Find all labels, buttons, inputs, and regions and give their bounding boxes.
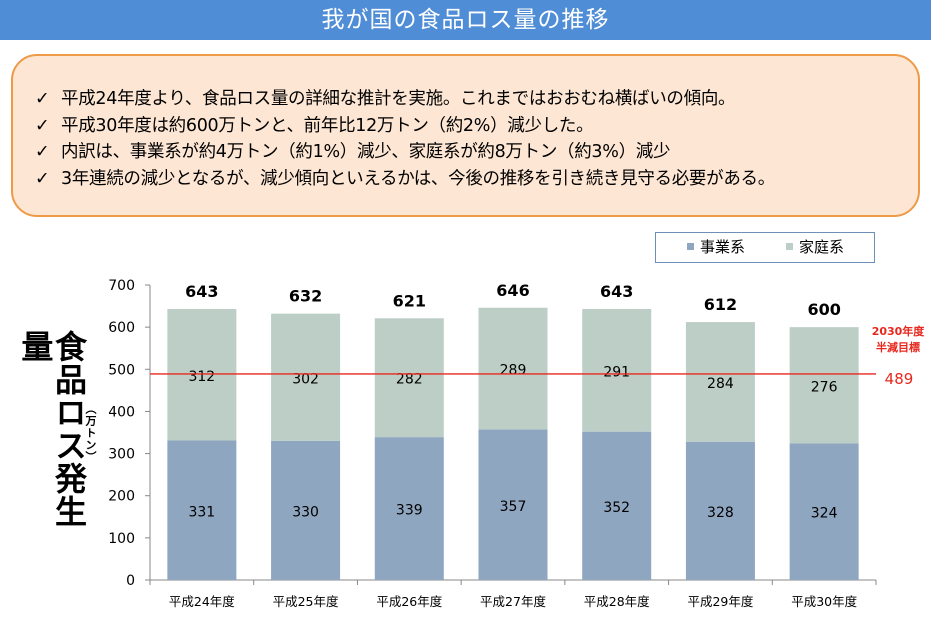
data-label: 276: [811, 379, 838, 395]
bar-household: [789, 327, 859, 444]
bar-household: [167, 309, 237, 441]
data-label: 331: [188, 504, 215, 520]
data-label: 357: [500, 499, 527, 515]
total-label: 632: [289, 287, 322, 306]
bar-household: [582, 309, 652, 432]
y-tick-label: 700: [108, 278, 135, 294]
y-tick-label: 600: [108, 320, 135, 336]
total-label: 646: [496, 281, 529, 300]
y-axis-title: 食品ロス発生量: [16, 330, 88, 528]
bar-business: [167, 440, 237, 580]
legend-swatch: [687, 243, 694, 250]
data-label: 291: [603, 364, 630, 380]
bar-household: [685, 322, 755, 442]
bar-business: [271, 440, 341, 580]
check-icon: ✓: [35, 168, 50, 189]
legend-item-business: 事業系: [687, 233, 745, 262]
y-tick-label: 300: [108, 447, 135, 463]
summary-bullet: ✓ 平成30年度は約600万トンと、前年比12万トン（約2%）減少した。: [35, 113, 918, 140]
legend-item-household: 家庭系: [786, 233, 844, 262]
y-tick-label: 400: [108, 404, 135, 420]
bar-household: [478, 307, 548, 430]
summary-box: ✓ 平成24年度より、食品ロス量の詳細な推計を実施。これまではおおむね横ばいの傾向…: [11, 54, 920, 217]
x-tick-label: 平成27年度: [480, 594, 546, 609]
y-tick-label: 500: [108, 362, 135, 378]
y-tick-label: 0: [126, 573, 135, 589]
x-tick-label: 平成30年度: [791, 594, 857, 609]
target-label-line1: 2030年度: [872, 324, 926, 338]
total-label: 621: [393, 291, 426, 310]
page-title: 我が国の食品ロス量の推移: [0, 0, 931, 40]
y-axis-unit: （万トン）: [84, 403, 97, 463]
target-label-line2: 半減目標: [876, 340, 920, 354]
data-label: 324: [811, 506, 838, 522]
data-label: 282: [396, 372, 423, 388]
bar-household: [374, 318, 444, 438]
legend-swatch: [786, 243, 793, 250]
check-icon: ✓: [35, 89, 50, 109]
summary-bullet: ✓ 内訳は、事業系が約4万トン（約1%）減少、家庭系が約8万トン（約3%）減少: [35, 139, 918, 166]
x-tick-label: 平成26年度: [376, 594, 442, 609]
bar-business: [685, 441, 755, 580]
check-icon: ✓: [35, 115, 50, 136]
summary-bullet: ✓ 3年連続の減少となるが、減少傾向といえるかは、今後の推移を引き続き見守る必要が…: [35, 166, 918, 193]
total-label: 600: [807, 300, 840, 319]
x-tick-label: 平成28年度: [584, 594, 650, 609]
bar-business: [582, 431, 652, 580]
check-icon: ✓: [35, 142, 50, 162]
summary-bullet: ✓ 平成24年度より、食品ロス量の詳細な推計を実施。これまではおおむね横ばいの傾向…: [35, 86, 918, 113]
bar-business: [789, 443, 859, 580]
data-label: 352: [603, 500, 630, 516]
data-label: 339: [396, 503, 423, 519]
x-tick-label: 平成29年度: [687, 594, 753, 609]
total-label: 612: [704, 295, 737, 314]
data-label: 312: [188, 369, 215, 385]
data-label: 328: [707, 505, 734, 521]
data-label: 284: [707, 376, 734, 392]
total-label: 643: [600, 282, 633, 301]
x-tick-label: 平成24年度: [169, 594, 235, 609]
chart-legend: 事業系 家庭系: [655, 232, 875, 263]
y-tick-label: 200: [108, 489, 135, 505]
bar-household: [271, 313, 341, 441]
data-label: 330: [292, 504, 319, 520]
bar-business: [478, 429, 548, 580]
target-value-label: 489: [885, 370, 914, 388]
total-label: 643: [185, 282, 218, 301]
data-label: 289: [500, 363, 527, 379]
y-tick-label: 100: [108, 531, 135, 547]
bar-business: [374, 437, 444, 580]
x-tick-label: 平成25年度: [273, 594, 339, 609]
data-label: 302: [292, 371, 319, 387]
